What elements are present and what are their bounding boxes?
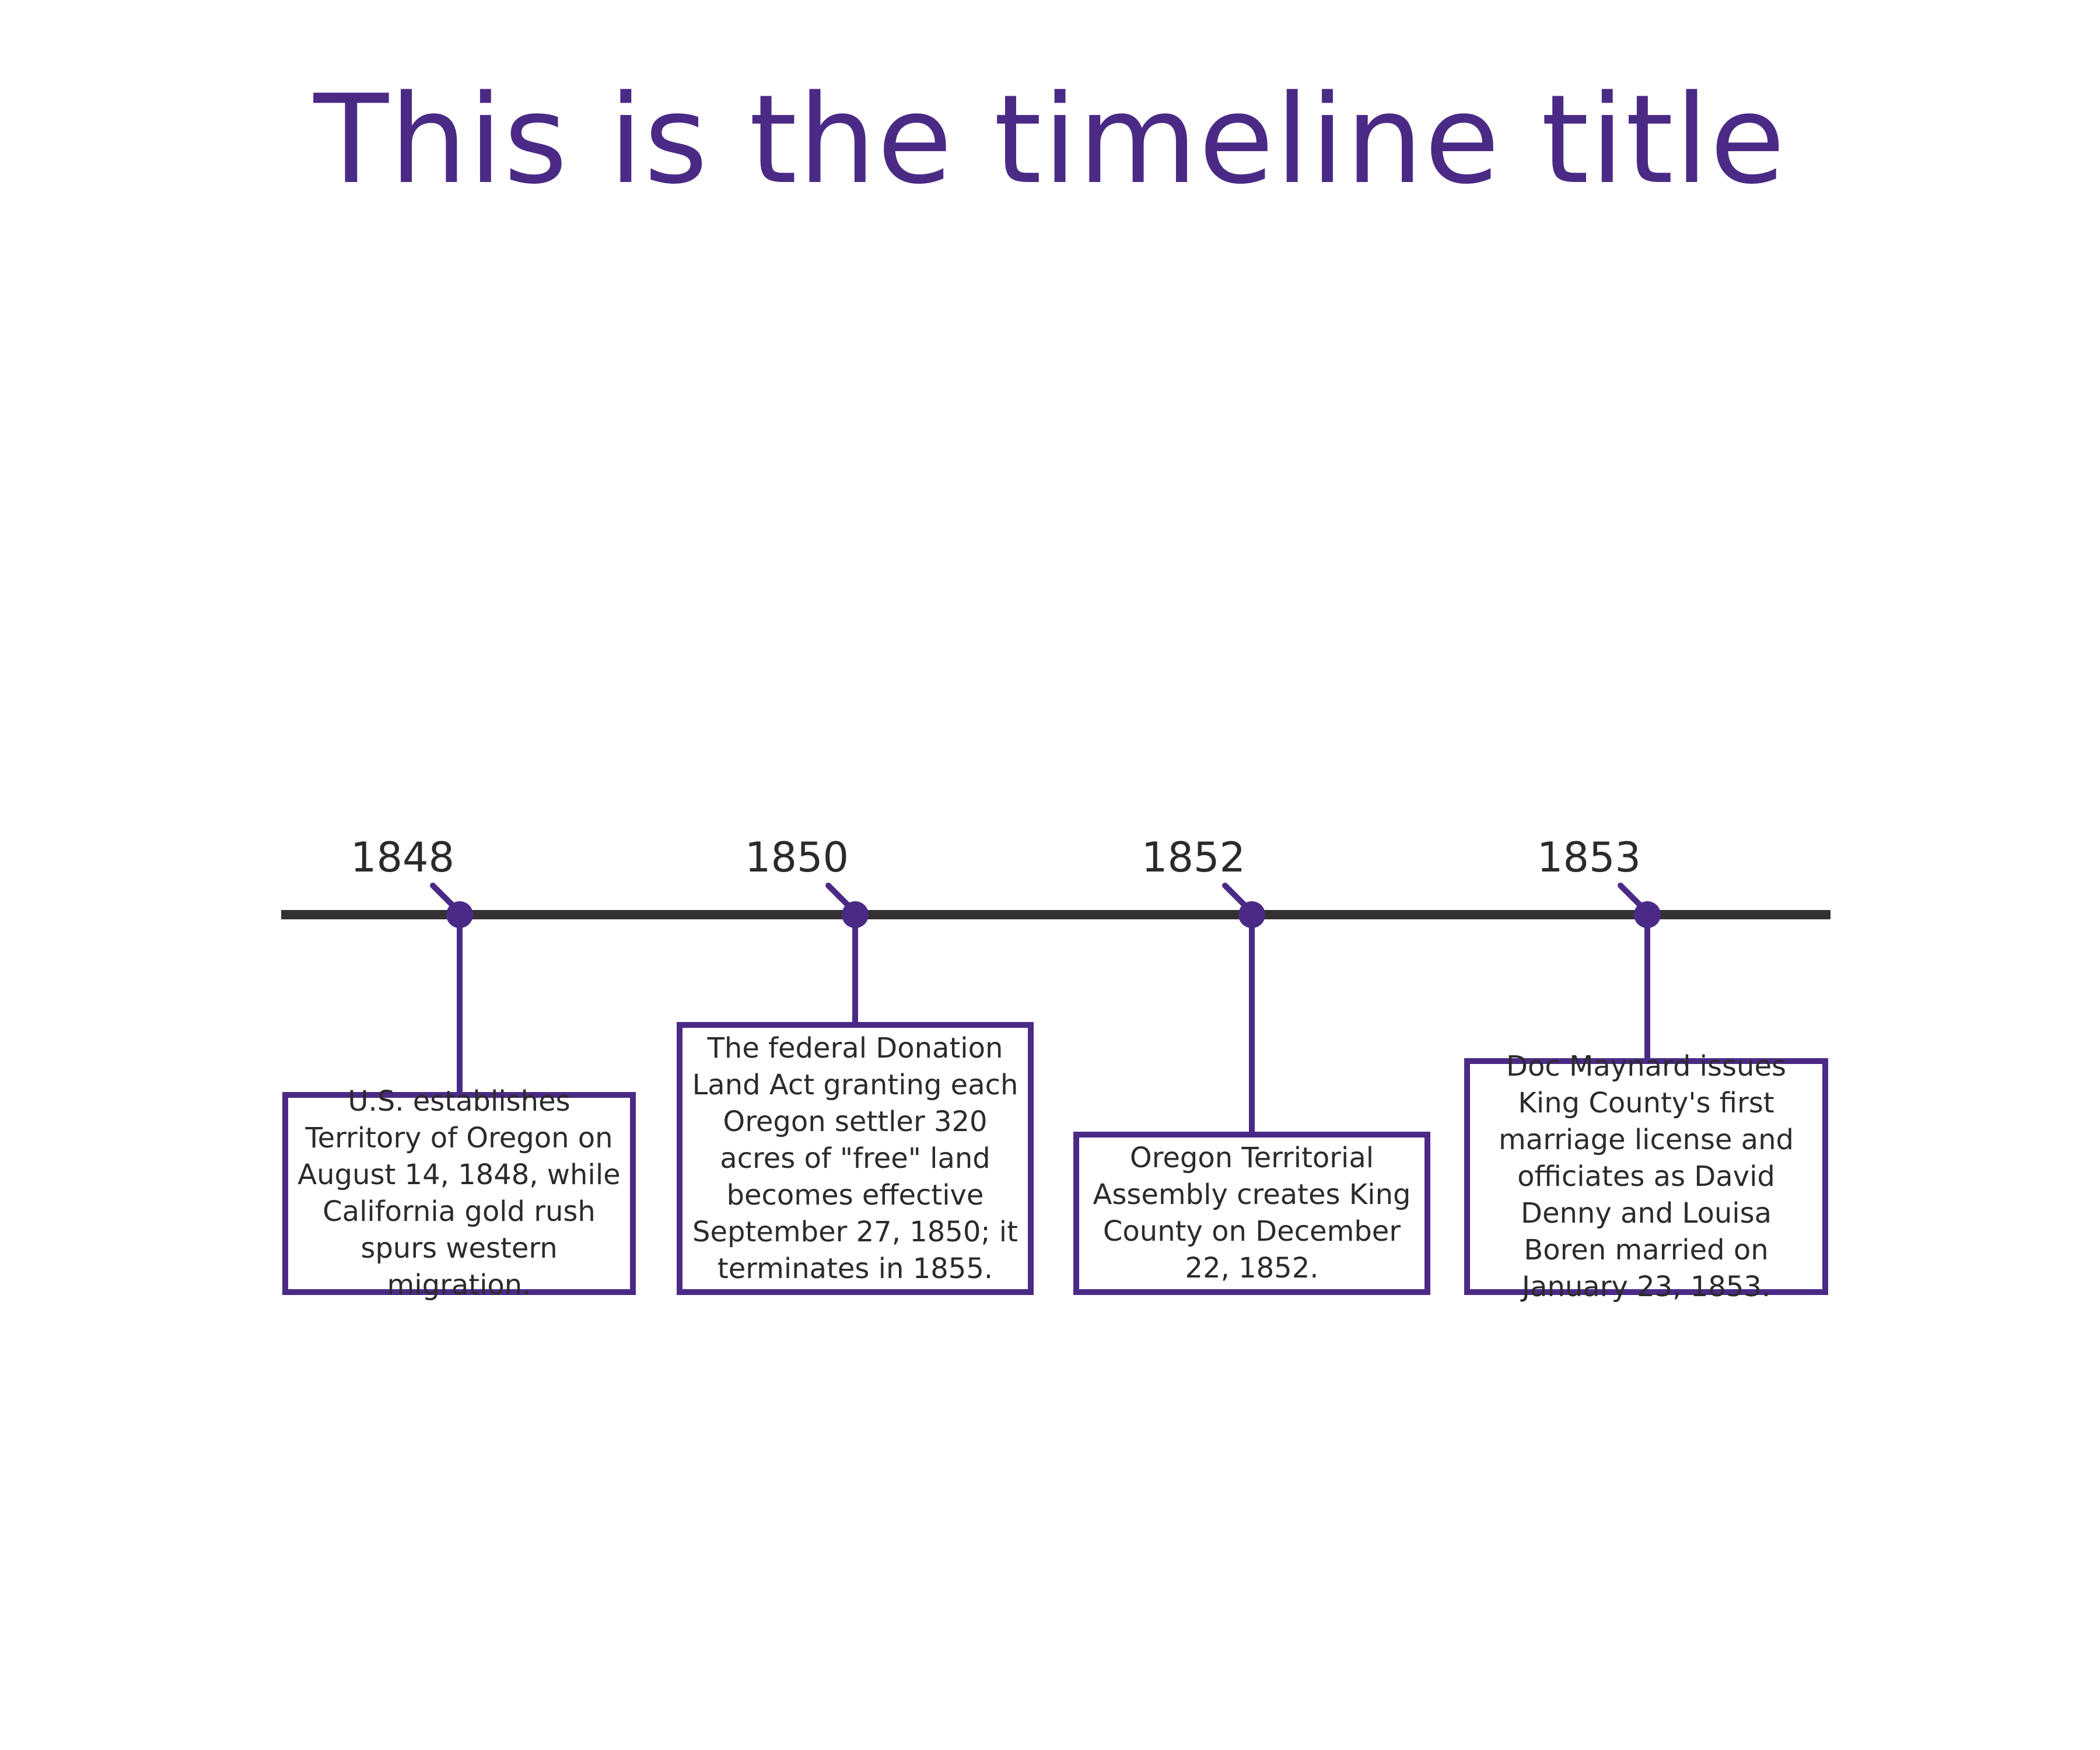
event-4-year: 1853 [1536, 834, 1642, 881]
event-3-card: Oregon Territorial Assembly creates King… [1073, 1132, 1430, 1295]
event-1-description: U.S. establishes Territory of Oregon on … [298, 1085, 621, 1301]
event-1-marker [446, 901, 473, 928]
event-4-card: Doc Maynard issues King County's first m… [1464, 1050, 1828, 1303]
event-3-marker [1238, 901, 1265, 928]
event-2-year: 1850 [744, 834, 849, 881]
event-4-description: Doc Maynard issues King County's first m… [1499, 1049, 1794, 1303]
event-4-marker [1634, 901, 1661, 928]
event-1-card: U.S. establishes Territory of Oregon on … [282, 1085, 636, 1301]
event-3-description: Oregon Territorial Assembly creates King… [1093, 1142, 1411, 1284]
event-2-marker [842, 901, 869, 928]
event-3-year: 1852 [1141, 834, 1246, 881]
event-2-card: The federal Donation Land Act granting e… [677, 1022, 1034, 1295]
timeline-title: This is the timeline title [313, 68, 1787, 211]
event-2-description: The federal Donation Land Act granting e… [692, 1031, 1019, 1285]
event-1-year: 1848 [350, 834, 455, 881]
